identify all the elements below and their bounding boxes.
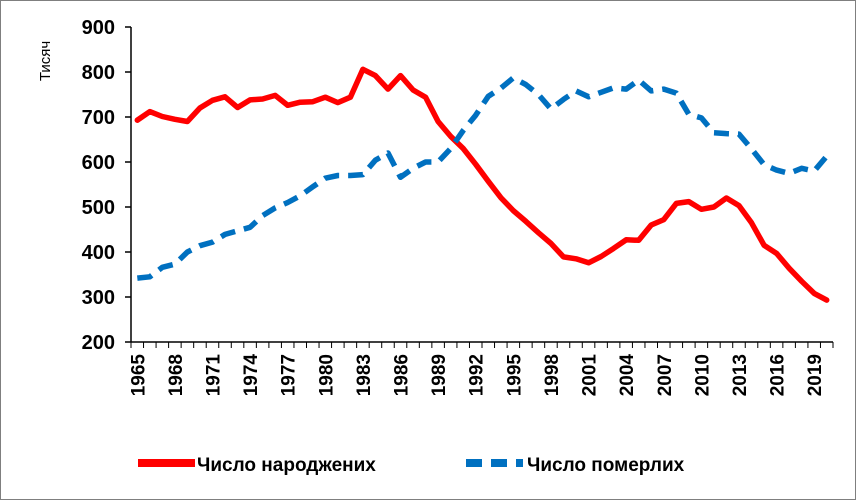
x-tick-label: 1992	[467, 354, 488, 396]
x-tick-label: 2004	[617, 354, 638, 397]
x-tick-label: 2019	[805, 354, 826, 396]
y-axis-label: Тисяч	[37, 41, 54, 81]
x-tick-label: 1995	[504, 354, 525, 397]
x-tick-label: 2013	[730, 354, 751, 396]
y-tick-label: 800	[82, 62, 115, 84]
series-lines	[134, 66, 830, 303]
y-tick-label: 200	[82, 332, 115, 354]
legend: Число народжених Число померлих	[138, 455, 685, 476]
legend-label-births: Число народжених	[197, 455, 376, 476]
legend-label-deaths: Число померлих	[527, 455, 685, 476]
series-line-births	[134, 66, 830, 303]
x-tick-label: 2016	[768, 354, 789, 396]
x-tick-label: 1977	[279, 354, 300, 396]
x-tick-label: 1968	[166, 354, 187, 396]
x-tick-label: 2001	[580, 354, 601, 397]
x-tick-label: 1965	[128, 354, 149, 397]
y-tick-label: 400	[82, 242, 115, 264]
y-tick-label: 500	[82, 197, 115, 219]
y-ticks: 200 300 400 500 600 700 800 900	[82, 17, 131, 354]
axes	[130, 27, 833, 343]
y-tick-label: 700	[82, 107, 115, 129]
x-tick-label: 1983	[354, 354, 375, 396]
y-tick-label: 600	[82, 152, 115, 174]
series-line-deaths	[137, 75, 829, 281]
x-tick-label: 2007	[655, 354, 676, 396]
x-tick-label: 2010	[692, 354, 713, 396]
y-tick-label: 300	[82, 287, 115, 309]
x-ticks: 1965 1968 1971 1974 1977 1980 1983 1986 1989 1992…	[128, 342, 834, 397]
x-tick-label: 1974	[241, 354, 262, 397]
x-tick-label: 1980	[316, 354, 337, 396]
y-tick-label: 900	[82, 17, 115, 39]
x-tick-label: 1971	[203, 354, 224, 397]
x-tick-label: 1989	[429, 354, 450, 396]
x-tick-label: 1986	[392, 354, 413, 396]
x-tick-label: 1998	[542, 354, 563, 396]
